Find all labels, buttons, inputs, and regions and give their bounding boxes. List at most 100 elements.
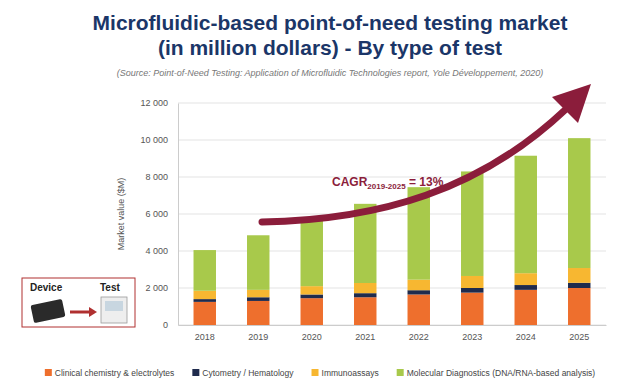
grid-line xyxy=(178,251,606,252)
bar xyxy=(461,276,483,288)
bar xyxy=(194,299,216,302)
title: Microfluidic-based point-of-need testing… xyxy=(93,11,568,34)
y-tick-label: 10 000 xyxy=(140,135,168,145)
test-icon xyxy=(101,297,127,323)
y-tick: 6 000 xyxy=(145,209,178,219)
y-tick-label: 12 000 xyxy=(140,98,168,108)
x-tick-label: 2023 xyxy=(462,332,482,342)
trend-arrow-head xyxy=(552,84,591,123)
title: (in million dollars) - By type of test xyxy=(158,36,502,59)
x-axis: 2018 2019 2020 2021 2022 2023 2024 2025 xyxy=(179,325,607,342)
x-tick: 2023 xyxy=(462,325,482,342)
legend-label: Immunoassays xyxy=(322,368,379,378)
trend-arrow-shaft xyxy=(262,110,565,222)
inset-arrow-head xyxy=(89,307,97,317)
x-tick-label: 2020 xyxy=(302,332,322,342)
subtitle: (Source: Point-of-Need Testing: Applicat… xyxy=(117,68,544,78)
x-tick: 2022 xyxy=(409,325,429,342)
x-tick: 2018 xyxy=(195,325,215,342)
bar xyxy=(301,294,323,298)
bar xyxy=(568,268,590,283)
bar xyxy=(354,283,376,293)
bar xyxy=(568,283,590,288)
x-tick: 2025 xyxy=(569,325,589,342)
bar xyxy=(354,297,376,325)
y-tick-label: 6 000 xyxy=(145,209,168,219)
x-tick: 2019 xyxy=(248,325,268,342)
trend-arrow xyxy=(262,84,591,222)
y-axis: 0 2 000 4 000 6 000 8 000 10 000 12 000 xyxy=(140,98,178,330)
inset-frame xyxy=(22,278,135,327)
inset-arrow xyxy=(70,311,90,314)
x-tick: 2021 xyxy=(355,325,375,342)
x-tick-label: 2018 xyxy=(195,332,215,342)
bar xyxy=(247,235,269,290)
bar xyxy=(461,288,483,293)
x-tick-label: 2019 xyxy=(248,332,268,342)
bar xyxy=(408,294,430,325)
grid-line xyxy=(178,140,606,141)
y-axis-title: Market value ($M) xyxy=(116,178,126,251)
annotation-suffix: = 13% xyxy=(406,175,444,189)
legend-item: Molecular Diagnostics (DNA/RNA-based ana… xyxy=(397,368,596,378)
bar xyxy=(194,250,216,291)
bar xyxy=(247,297,269,301)
y-tick: 4 000 xyxy=(145,246,178,256)
legend-label: Molecular Diagnostics (DNA/RNA-based ana… xyxy=(407,368,596,378)
y-tick: 2 000 xyxy=(145,283,178,293)
grid-line xyxy=(178,288,606,289)
bar xyxy=(568,138,590,268)
y-tick: 10 000 xyxy=(140,135,178,145)
legend-marker xyxy=(312,369,319,376)
legend-label: Clinical chemistry & electrolytes xyxy=(55,368,175,378)
chart: Microfluidic-based point-of-need testing… xyxy=(0,0,640,385)
legend-marker xyxy=(397,369,404,376)
series-0 xyxy=(194,288,591,325)
bar xyxy=(515,156,537,273)
bar xyxy=(354,293,376,297)
x-tick-label: 2022 xyxy=(409,332,429,342)
legend-item: Cytometry / Hematology xyxy=(192,368,294,378)
bar xyxy=(408,280,430,291)
y-axis-line xyxy=(178,104,179,326)
inset-label: Device xyxy=(30,282,63,293)
legend: Clinical chemistry & electrolytes Cytomet… xyxy=(45,368,596,378)
grid-line xyxy=(178,103,606,104)
x-axis-line xyxy=(179,325,607,326)
x-tick: 2020 xyxy=(302,325,322,342)
bar xyxy=(461,293,483,325)
series-3 xyxy=(194,138,591,291)
grid-line xyxy=(178,214,606,215)
bars xyxy=(194,138,591,325)
annotation: CAGR2019-2025 = 13% xyxy=(332,175,444,191)
bar xyxy=(408,290,430,294)
x-tick-label: 2024 xyxy=(516,332,536,342)
grid xyxy=(178,103,606,325)
legend-item: Clinical chemistry & electrolytes xyxy=(45,368,175,378)
bar xyxy=(301,298,323,325)
y-tick: 8 000 xyxy=(145,172,178,182)
grid-line xyxy=(178,177,606,178)
annotation-subscript: 2019-2025 xyxy=(367,182,406,191)
y-tick-label: 2 000 xyxy=(145,283,168,293)
legend-label: Cytometry / Hematology xyxy=(202,368,294,378)
bar xyxy=(301,220,323,287)
legend-item: Immunoassays xyxy=(312,368,379,378)
y-tick: 12 000 xyxy=(140,98,178,108)
inset: Device Test xyxy=(22,278,135,327)
bar xyxy=(301,286,323,294)
y-tick: 0 xyxy=(163,320,178,330)
x-tick-label: 2025 xyxy=(569,332,589,342)
test-icon-screen xyxy=(105,301,123,311)
bar xyxy=(194,291,216,299)
bar xyxy=(247,290,269,297)
y-tick-label: 0 xyxy=(163,320,168,330)
bar xyxy=(247,301,269,325)
device-icon xyxy=(30,299,65,323)
bar xyxy=(515,285,537,290)
bar xyxy=(515,273,537,285)
bar xyxy=(194,302,216,325)
grid-line xyxy=(178,325,606,326)
inset-label: Test xyxy=(100,282,120,293)
bar xyxy=(568,288,590,325)
